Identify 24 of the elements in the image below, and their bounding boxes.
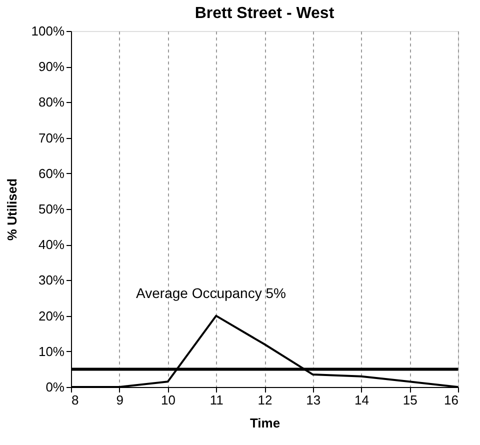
y-axis-title: % Utilised	[4, 178, 20, 241]
x-tick-label: 9	[116, 392, 124, 408]
x-tick-label: 15	[402, 392, 418, 408]
y-tick-label: 10%	[38, 344, 65, 359]
y-tick-label: 20%	[38, 308, 65, 324]
y-tick-label: 70%	[38, 130, 65, 146]
x-axis-title: Time	[250, 416, 280, 430]
y-tick-label: 50%	[38, 202, 65, 216]
x-tick-label: 14	[354, 392, 369, 408]
y-tick-label: 60%	[38, 166, 65, 181]
y-tick-label: 80%	[38, 94, 65, 110]
x-tick-label: 12	[258, 392, 272, 408]
y-tick-label: 30%	[38, 272, 65, 288]
x-tick-label: 11	[210, 392, 224, 408]
chart-title: Brett Street - West	[194, 5, 335, 22]
y-tick-label: 40%	[38, 237, 65, 252]
x-tick-label: 16	[444, 392, 458, 408]
y-tick-label: 100%	[31, 24, 65, 38]
x-tick-label: 10	[161, 392, 176, 408]
y-tick-label: 90%	[38, 59, 65, 74]
x-tick-label: 13	[306, 392, 321, 408]
x-tick-label: 8	[72, 392, 79, 408]
ref-line-label: Average Occupancy 5%	[136, 285, 286, 302]
y-tick-label: 0%	[46, 380, 65, 394]
